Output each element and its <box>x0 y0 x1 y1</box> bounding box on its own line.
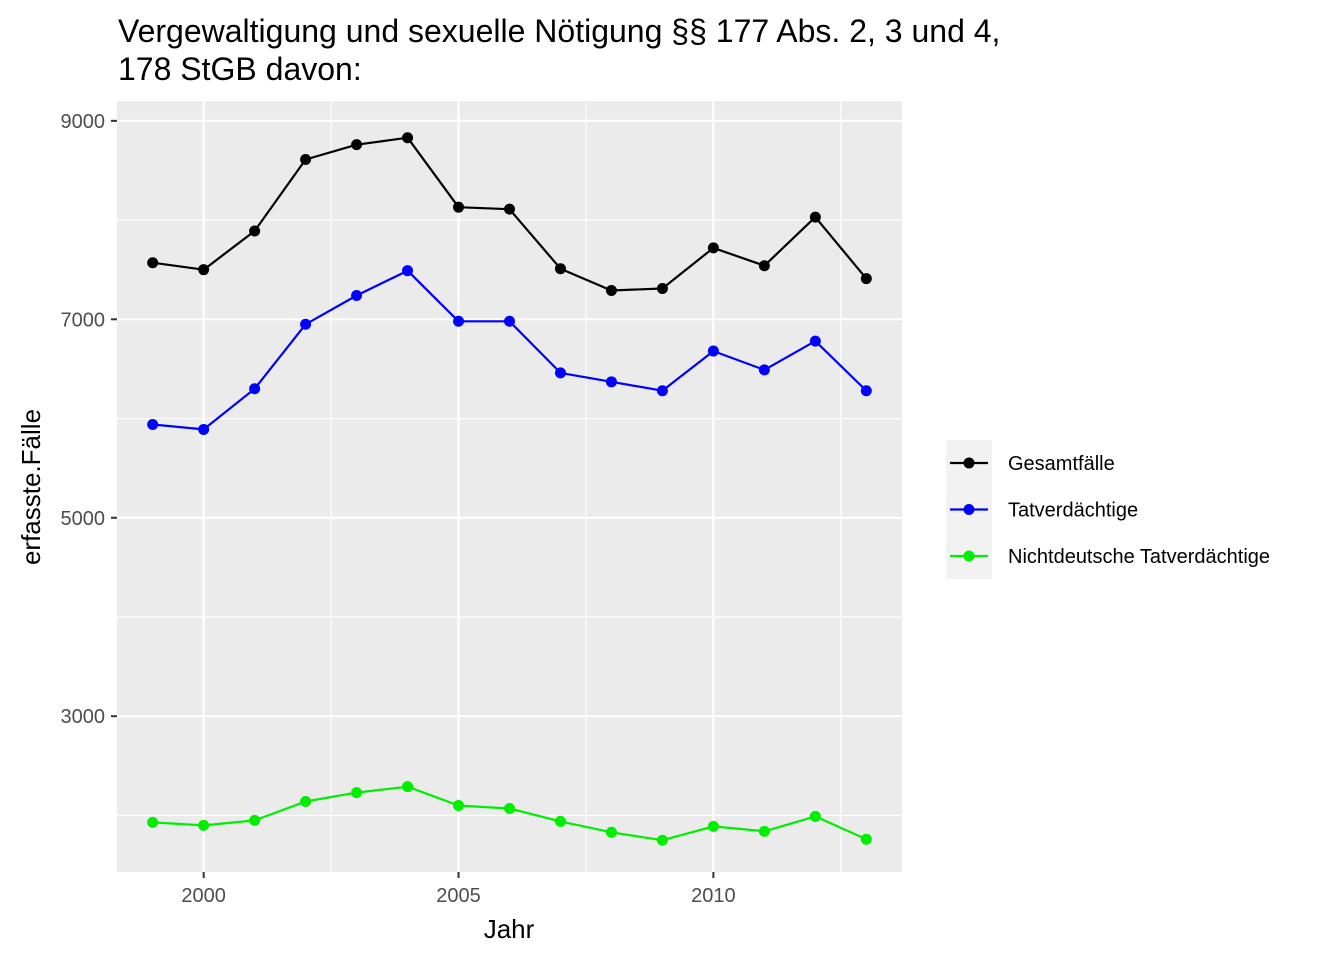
data-point <box>453 201 465 213</box>
data-point <box>249 814 261 826</box>
data-point <box>453 315 465 327</box>
data-point <box>860 385 872 397</box>
plot-panel <box>117 101 902 872</box>
series-3 <box>147 781 872 846</box>
data-point <box>249 225 261 237</box>
legend-label: Tatverdächtige <box>1008 500 1138 522</box>
data-point <box>300 796 312 808</box>
data-point <box>554 815 566 827</box>
legend-item: Gesamtfälle <box>950 453 1115 475</box>
legend-key-point <box>963 457 975 469</box>
series-1 <box>147 132 872 297</box>
data-point <box>351 139 363 151</box>
y-tick-label: 9000 <box>61 111 106 133</box>
data-point <box>656 283 668 295</box>
data-point <box>402 781 414 793</box>
data-point <box>147 418 159 430</box>
data-point <box>554 263 566 275</box>
data-point <box>758 364 770 376</box>
data-point <box>809 335 821 347</box>
data-point <box>605 826 617 838</box>
data-point <box>300 154 312 166</box>
data-point <box>707 820 719 832</box>
data-point <box>351 787 363 799</box>
data-point <box>605 285 617 297</box>
data-point <box>198 819 210 831</box>
data-point <box>504 203 515 215</box>
y-tick-label: 5000 <box>61 508 106 530</box>
x-tick-label: 2000 <box>181 885 226 907</box>
minor-gridlines <box>117 101 902 872</box>
legend-item: Tatverdächtige <box>950 500 1138 522</box>
legend-items: Gesamtfälle Tatverdächtige Nichtdeutsche T… <box>950 453 1270 568</box>
data-point <box>758 825 770 837</box>
data-point <box>707 345 719 357</box>
legend-label: Gesamtfälle <box>1008 453 1115 475</box>
x-tick-label: 2005 <box>436 885 481 907</box>
y-tick-label: 3000 <box>61 706 106 728</box>
data-point <box>605 376 617 388</box>
data-point <box>758 260 770 272</box>
data-point <box>249 383 261 395</box>
data-point <box>453 800 465 812</box>
data-point <box>707 242 719 254</box>
series-layer <box>147 132 872 846</box>
data-point <box>147 257 159 269</box>
legend-key-point <box>963 504 975 515</box>
y-axis: 3000 5000 7000 9000 <box>61 111 117 728</box>
data-point <box>300 318 312 330</box>
data-point <box>656 385 668 397</box>
data-point <box>402 265 414 277</box>
data-point <box>656 834 668 846</box>
series-2 <box>147 265 872 435</box>
data-point <box>504 802 515 814</box>
y-axis-title: erfasste.Fälle <box>16 409 46 565</box>
data-point <box>554 367 566 379</box>
data-point <box>147 816 159 828</box>
chart-title-line-2: 178 StGB davon: <box>118 51 362 87</box>
data-point <box>860 833 872 845</box>
data-point <box>809 211 821 223</box>
legend-label: Nichtdeutsche Tatverdächtige <box>1008 546 1270 568</box>
data-point <box>504 315 515 327</box>
data-point <box>198 423 210 435</box>
data-point <box>198 264 210 276</box>
legend-key-point <box>963 550 975 562</box>
x-axis: 2000 2005 2010 <box>181 872 736 907</box>
y-tick-label: 7000 <box>61 309 106 331</box>
x-tick-label: 2010 <box>691 885 736 907</box>
x-axis-title: Jahr <box>484 914 535 944</box>
data-point <box>402 132 414 144</box>
data-point <box>809 810 821 822</box>
legend: Gesamtfälle Tatverdächtige Nichtdeutsche T… <box>946 440 1270 579</box>
data-point <box>351 289 363 301</box>
chart-title-line-1: Vergewaltigung und sexuelle Nötigung §§ … <box>118 13 1000 49</box>
data-point <box>860 273 872 285</box>
legend-item: Nichtdeutsche Tatverdächtige <box>950 546 1270 568</box>
